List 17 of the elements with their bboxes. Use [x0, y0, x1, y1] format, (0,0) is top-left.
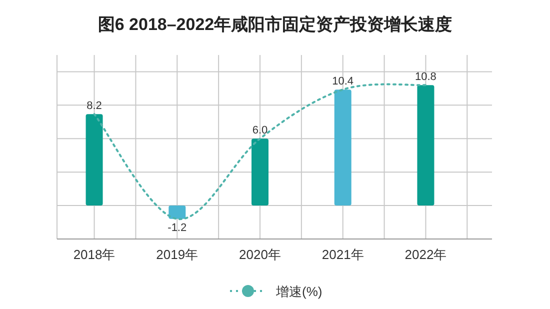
- data-label: -1.2: [168, 222, 187, 234]
- data-label: 10.8: [415, 71, 436, 84]
- data-label: 8.2: [86, 100, 102, 112]
- x-tick-label: 2019年: [156, 247, 198, 262]
- x-tick-label: 2022年: [404, 247, 447, 262]
- bar: [252, 138, 268, 206]
- x-tick-label: 2018年: [73, 247, 116, 262]
- data-label: 6.0: [252, 124, 268, 137]
- x-tick-label: 2020年: [239, 247, 281, 262]
- bar: [86, 114, 103, 206]
- legend-label: 增速(%): [275, 284, 322, 299]
- x-tick-label: 2021年: [322, 247, 364, 262]
- bar: [334, 90, 352, 206]
- bar: [417, 85, 434, 206]
- data-label: 10.4: [332, 76, 354, 88]
- chart-title: 图6 2018–2022年咸阳市固定资产投资增长速度: [98, 15, 452, 34]
- bar: [168, 206, 186, 219]
